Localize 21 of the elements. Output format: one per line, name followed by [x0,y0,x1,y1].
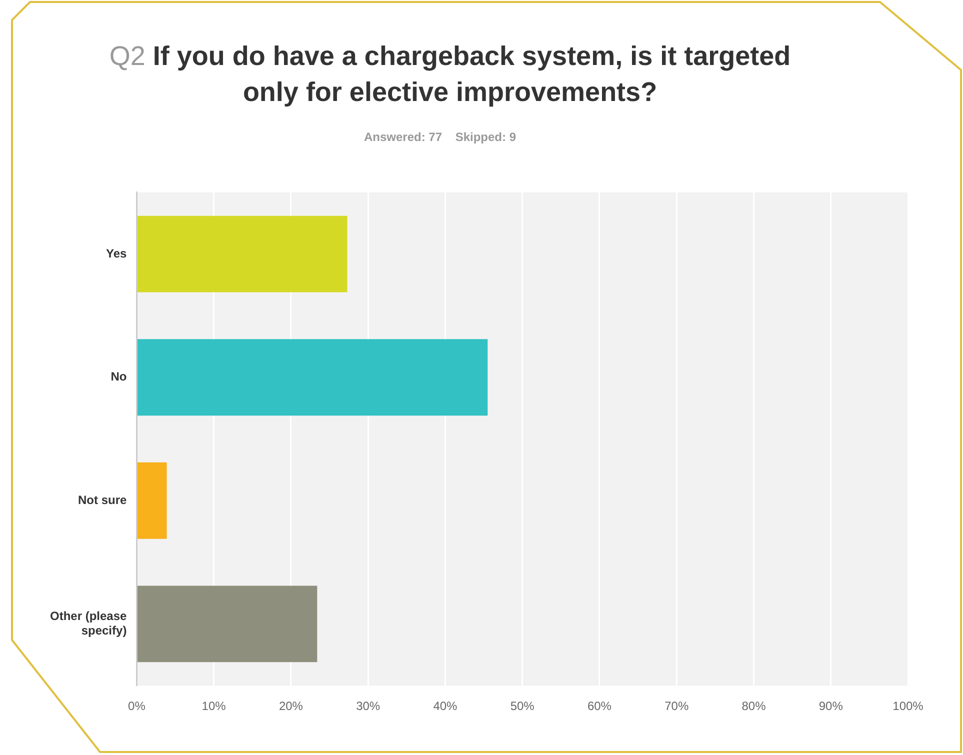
x-tick-label: 80% [742,699,766,714]
bar [137,216,348,292]
x-tick-label: 10% [202,699,226,714]
x-tick-label: 70% [664,699,689,714]
y-tick-label: Not sure [78,492,128,507]
bar [137,339,488,416]
chart-subtitle: Answered: 77 Skipped: 9 [362,130,518,144]
x-tick-label: 100% [892,699,924,714]
x-tick-label: 60% [587,699,612,714]
y-tick-label: Yes [106,246,128,260]
bar [137,586,318,662]
chart-title: Q2 If you do have a chargeback system, is it targeted only for elective improvements? [109,41,791,107]
x-tick-label: 50% [510,699,535,714]
y-tick-label: Other (please specify) [50,609,128,638]
x-tick-label: 90% [818,699,844,714]
y-tick-label: No [110,370,127,384]
x-tick-label: 30% [356,699,380,714]
x-tick-label: 20% [278,699,304,714]
x-tick-label: 40% [433,699,458,714]
bar [137,462,167,539]
x-tick-label: 0% [128,699,146,714]
